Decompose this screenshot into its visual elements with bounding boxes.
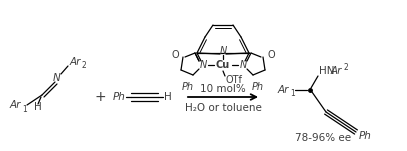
Text: Ph: Ph	[182, 82, 194, 92]
Text: H: H	[164, 92, 172, 102]
Text: Cu: Cu	[216, 60, 230, 70]
Text: Ph: Ph	[113, 92, 126, 102]
Text: Ar: Ar	[70, 57, 81, 67]
Text: 2: 2	[343, 63, 348, 72]
Text: Ar: Ar	[331, 66, 342, 76]
Text: HN: HN	[319, 66, 335, 76]
Text: 1: 1	[290, 90, 295, 98]
Text: Ph: Ph	[252, 82, 264, 92]
Text: H: H	[34, 102, 42, 112]
Text: Ph: Ph	[359, 131, 372, 141]
Text: N: N	[53, 73, 61, 83]
Text: O: O	[171, 50, 179, 60]
Text: N: N	[219, 46, 227, 56]
Text: Ar: Ar	[278, 85, 289, 95]
Text: +: +	[94, 90, 106, 104]
Text: N: N	[239, 60, 247, 70]
Text: 1: 1	[22, 104, 27, 114]
Text: OTf: OTf	[225, 75, 242, 85]
Text: N: N	[199, 60, 207, 70]
Text: 78-96% ee: 78-96% ee	[295, 133, 351, 143]
Text: Ar: Ar	[10, 100, 22, 110]
Text: H₂O or toluene: H₂O or toluene	[184, 103, 261, 113]
Text: O: O	[267, 50, 275, 60]
Text: 2: 2	[82, 61, 87, 71]
Text: 10 mol%: 10 mol%	[200, 84, 246, 94]
